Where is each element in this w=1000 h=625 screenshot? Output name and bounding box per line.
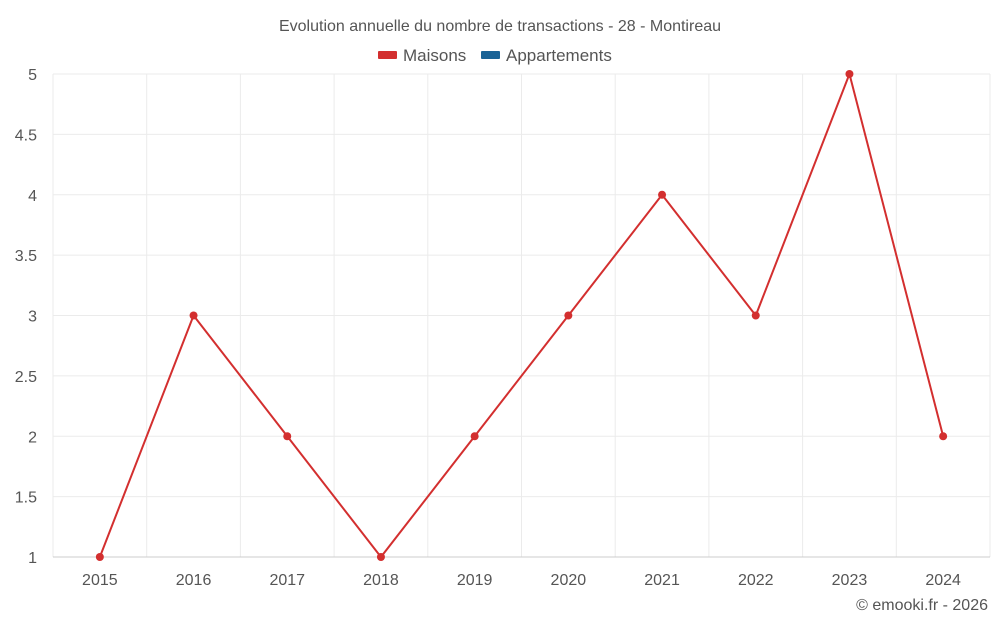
data-point[interactable] — [845, 70, 854, 78]
x-tick-label: 2018 — [363, 572, 399, 589]
y-tick-label: 5 — [28, 67, 37, 84]
legend-item-appartements[interactable]: Appartements — [481, 46, 612, 65]
data-point[interactable] — [189, 311, 198, 320]
x-tick-label: 2015 — [82, 572, 118, 589]
x-tick-label: 2019 — [457, 572, 493, 589]
y-tick-label: 4 — [28, 188, 37, 205]
data-point[interactable] — [95, 553, 104, 561]
legend-label-maisons: Maisons — [403, 46, 466, 65]
x-tick-label: 2016 — [176, 572, 212, 589]
x-tick-label: 2024 — [925, 572, 961, 589]
y-tick-label: 2.5 — [15, 369, 37, 386]
y-tick-label: 3 — [28, 309, 37, 326]
x-tick-label: 2022 — [738, 572, 774, 589]
x-tick-label: 2020 — [551, 572, 587, 589]
series-line-maisons — [98, 73, 945, 558]
y-tick-label: 3.5 — [15, 248, 37, 265]
grid — [52, 73, 991, 557]
x-axis: 2015 2016 2017 2018 2019 2020 2021 2022 2023 2024 — [53, 556, 990, 589]
data-point[interactable] — [564, 311, 573, 320]
x-tick-label: 2017 — [269, 572, 305, 589]
y-axis: 1 1.5 2 2.5 3 3.5 4 4.5 5 — [15, 67, 37, 567]
y-tick-label: 2 — [28, 429, 37, 446]
chart-title: Evolution annuelle du nombre de transact… — [279, 18, 721, 35]
data-point[interactable] — [751, 311, 760, 320]
data-point[interactable] — [939, 432, 948, 441]
data-point[interactable] — [283, 432, 292, 441]
credit-text: © emooki.fr - 2026 — [856, 597, 988, 614]
y-tick-label: 4.5 — [15, 127, 37, 144]
x-tick-label: 2023 — [832, 572, 868, 589]
data-point[interactable] — [470, 432, 479, 441]
data-point[interactable] — [376, 553, 385, 561]
y-tick-label: 1 — [28, 550, 37, 567]
legend-label-appartements: Appartements — [506, 46, 612, 65]
legend-swatch-appartements — [481, 51, 500, 59]
legend-swatch-maisons — [378, 51, 397, 59]
y-tick-label: 1.5 — [15, 490, 37, 507]
series-maisons — [95, 70, 948, 561]
legend-item-maisons[interactable]: Maisons — [378, 46, 466, 65]
legend: Maisons Appartements — [378, 46, 612, 65]
x-tick-label: 2021 — [644, 572, 680, 589]
data-point[interactable] — [658, 190, 667, 199]
